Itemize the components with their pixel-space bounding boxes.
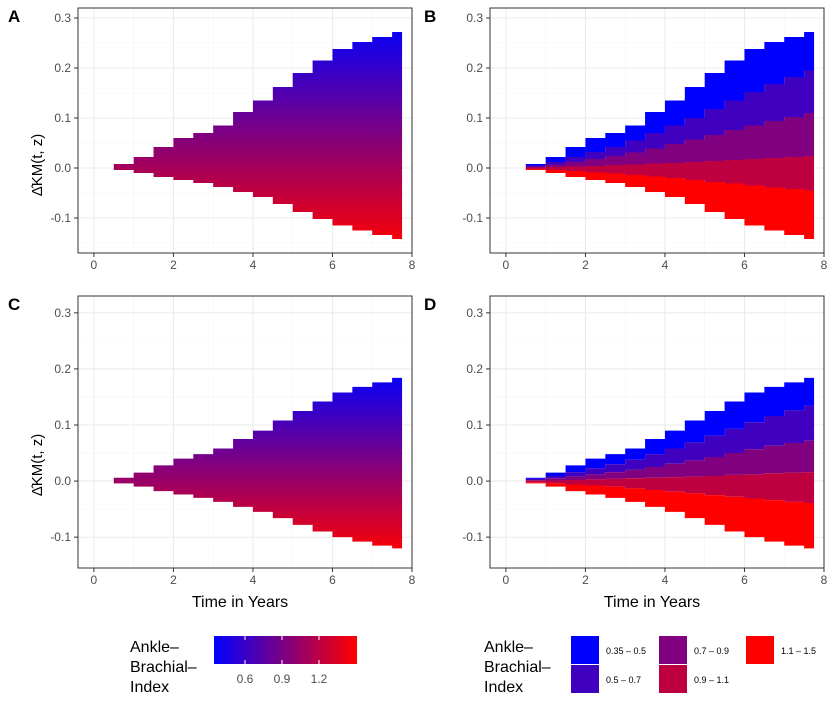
x-tick-label: 8	[409, 258, 416, 272]
plot-border	[489, 7, 825, 254]
plot-layer: 0 2 4 6 8 -0.1 0.0 0.1 0.2 0.3	[462, 7, 828, 272]
y-tick-label: 0.1	[466, 111, 483, 125]
plot-layer: 0 2 4 6 8 -0.1 0.0 0.1 0.2 0.3	[50, 295, 416, 587]
abi-band-series-4	[505, 471, 815, 505]
y-tick-label: 0.3	[54, 11, 71, 25]
panel-label-b: B	[424, 7, 436, 26]
legend-swatch	[571, 636, 599, 664]
legend-item-label: 0.5 – 0.7	[606, 675, 641, 685]
x-tick-label: 8	[821, 258, 828, 272]
difference-area-series	[93, 371, 403, 554]
legend-item-label: 1.1 – 1.5	[781, 646, 816, 656]
panel-c: 0 2 4 6 8 -0.1 0.0 0.1 0.2 0.3 C Δ̂KM(t, z) Time …	[8, 295, 416, 611]
colorbar-tick-label: 1.2	[311, 672, 328, 686]
panel-b: 0 2 4 6 8 -0.1 0.0 0.1 0.2 0.3 B	[424, 7, 828, 272]
y-tick-label: 0.3	[466, 11, 483, 25]
plot-layer: 0 2 4 6 8 -0.1 0.0 0.1 0.2 0.3	[462, 295, 828, 587]
y-axis-label-a: Δ̂KM(t, z)	[29, 134, 46, 197]
y-axis-label-c: Δ̂KM(t, z)	[29, 434, 46, 497]
abi-band-series-2	[505, 402, 815, 482]
x-axis-label-d: Time in Years	[604, 594, 700, 611]
abi-band-series-2	[505, 63, 815, 168]
x-tick-label: 8	[821, 573, 828, 587]
x-tick-label: 0	[91, 573, 98, 587]
panel-d: 0 2 4 6 8 -0.1 0.0 0.1 0.2 0.3 D Time in Years	[424, 295, 828, 611]
legend-swatch	[659, 636, 687, 664]
abi-band-series-4	[505, 155, 815, 192]
y-tick-label: 0.0	[54, 161, 71, 175]
y-tick-label: 0.0	[54, 474, 71, 488]
y-tick-label: 0.0	[466, 161, 483, 175]
abi-band-series-5	[505, 168, 815, 247]
y-tick-label: 0.2	[54, 362, 71, 376]
y-tick-label: 0.1	[54, 111, 71, 125]
y-tick-label: 0.2	[466, 61, 483, 75]
legend-swatch	[746, 636, 774, 664]
y-tick-label: -0.1	[462, 530, 483, 544]
abi-band-series-3	[505, 110, 815, 168]
x-tick-label: 2	[170, 573, 177, 587]
legend-item-label: 0.35 – 0.5	[606, 646, 646, 656]
legend-title-line-2: Brachial–	[130, 659, 197, 676]
gradient-colorbar	[214, 636, 357, 664]
plot-border	[77, 7, 413, 254]
colorbar-tick-label: 0.9	[274, 672, 291, 686]
y-tick-label: 0.0	[466, 474, 483, 488]
x-tick-label: 0	[91, 258, 98, 272]
y-tick-label: -0.1	[462, 211, 483, 225]
difference-area-series	[93, 23, 403, 247]
x-tick-label: 4	[662, 573, 669, 587]
legend-title-line-3: Index	[130, 679, 169, 696]
y-tick-label: 0.3	[466, 306, 483, 320]
plot-border	[489, 295, 825, 569]
y-tick-label: 0.2	[54, 61, 71, 75]
x-tick-label: 6	[741, 573, 748, 587]
legend-title-line-3: Index	[484, 679, 523, 696]
x-tick-label: 4	[250, 573, 257, 587]
legend-title-line-1: Ankle–	[130, 639, 179, 656]
x-tick-label: 2	[170, 258, 177, 272]
colorbar-tick-label: 0.6	[237, 672, 254, 686]
legend-item-label: 0.9 – 1.1	[694, 675, 729, 685]
legend-item-label: 0.7 – 0.9	[694, 646, 729, 656]
legend-title-line-2: Brachial–	[484, 659, 551, 676]
y-tick-label: 0.3	[54, 306, 71, 320]
legend-continuous: Ankle– Brachial– Index 0.6 0.9 1.2	[130, 636, 357, 696]
panel-label-a: A	[8, 7, 20, 26]
y-tick-label: 0.1	[54, 418, 71, 432]
x-tick-label: 0	[503, 573, 510, 587]
x-tick-label: 6	[329, 573, 336, 587]
abi-band-series-3	[505, 439, 815, 482]
y-tick-label: 0.1	[466, 418, 483, 432]
legend-discrete: Ankle– Brachial– Index 0.35 – 0.5 0.5 – …	[484, 636, 816, 696]
x-tick-label: 0	[503, 258, 510, 272]
plot-border	[77, 295, 413, 569]
plot-layer: 0 2 4 6 8 -0.1 0.0 0.1 0.2 0.3	[50, 7, 416, 272]
panel-label-d: D	[424, 295, 436, 314]
y-tick-label: 0.2	[466, 362, 483, 376]
x-tick-label: 4	[250, 258, 257, 272]
x-tick-label: 6	[741, 258, 748, 272]
x-tick-label: 2	[582, 258, 589, 272]
x-tick-label: 4	[662, 258, 669, 272]
x-axis-label-c: Time in Years	[192, 594, 288, 611]
panel-label-c: C	[8, 295, 20, 314]
y-tick-label: -0.1	[50, 211, 71, 225]
legend-swatch	[659, 665, 687, 693]
x-tick-label: 2	[582, 573, 589, 587]
abi-band-series-5	[505, 481, 815, 554]
x-tick-label: 8	[409, 573, 416, 587]
x-tick-label: 6	[329, 258, 336, 272]
legend-swatch	[571, 665, 599, 693]
legend-title-line-1: Ankle–	[484, 639, 533, 656]
panel-a: 0 2 4 6 8 -0.1 0.0 0.1 0.2 0.3 A Δ̂KM(t, z)	[8, 7, 416, 272]
y-tick-label: -0.1	[50, 530, 71, 544]
